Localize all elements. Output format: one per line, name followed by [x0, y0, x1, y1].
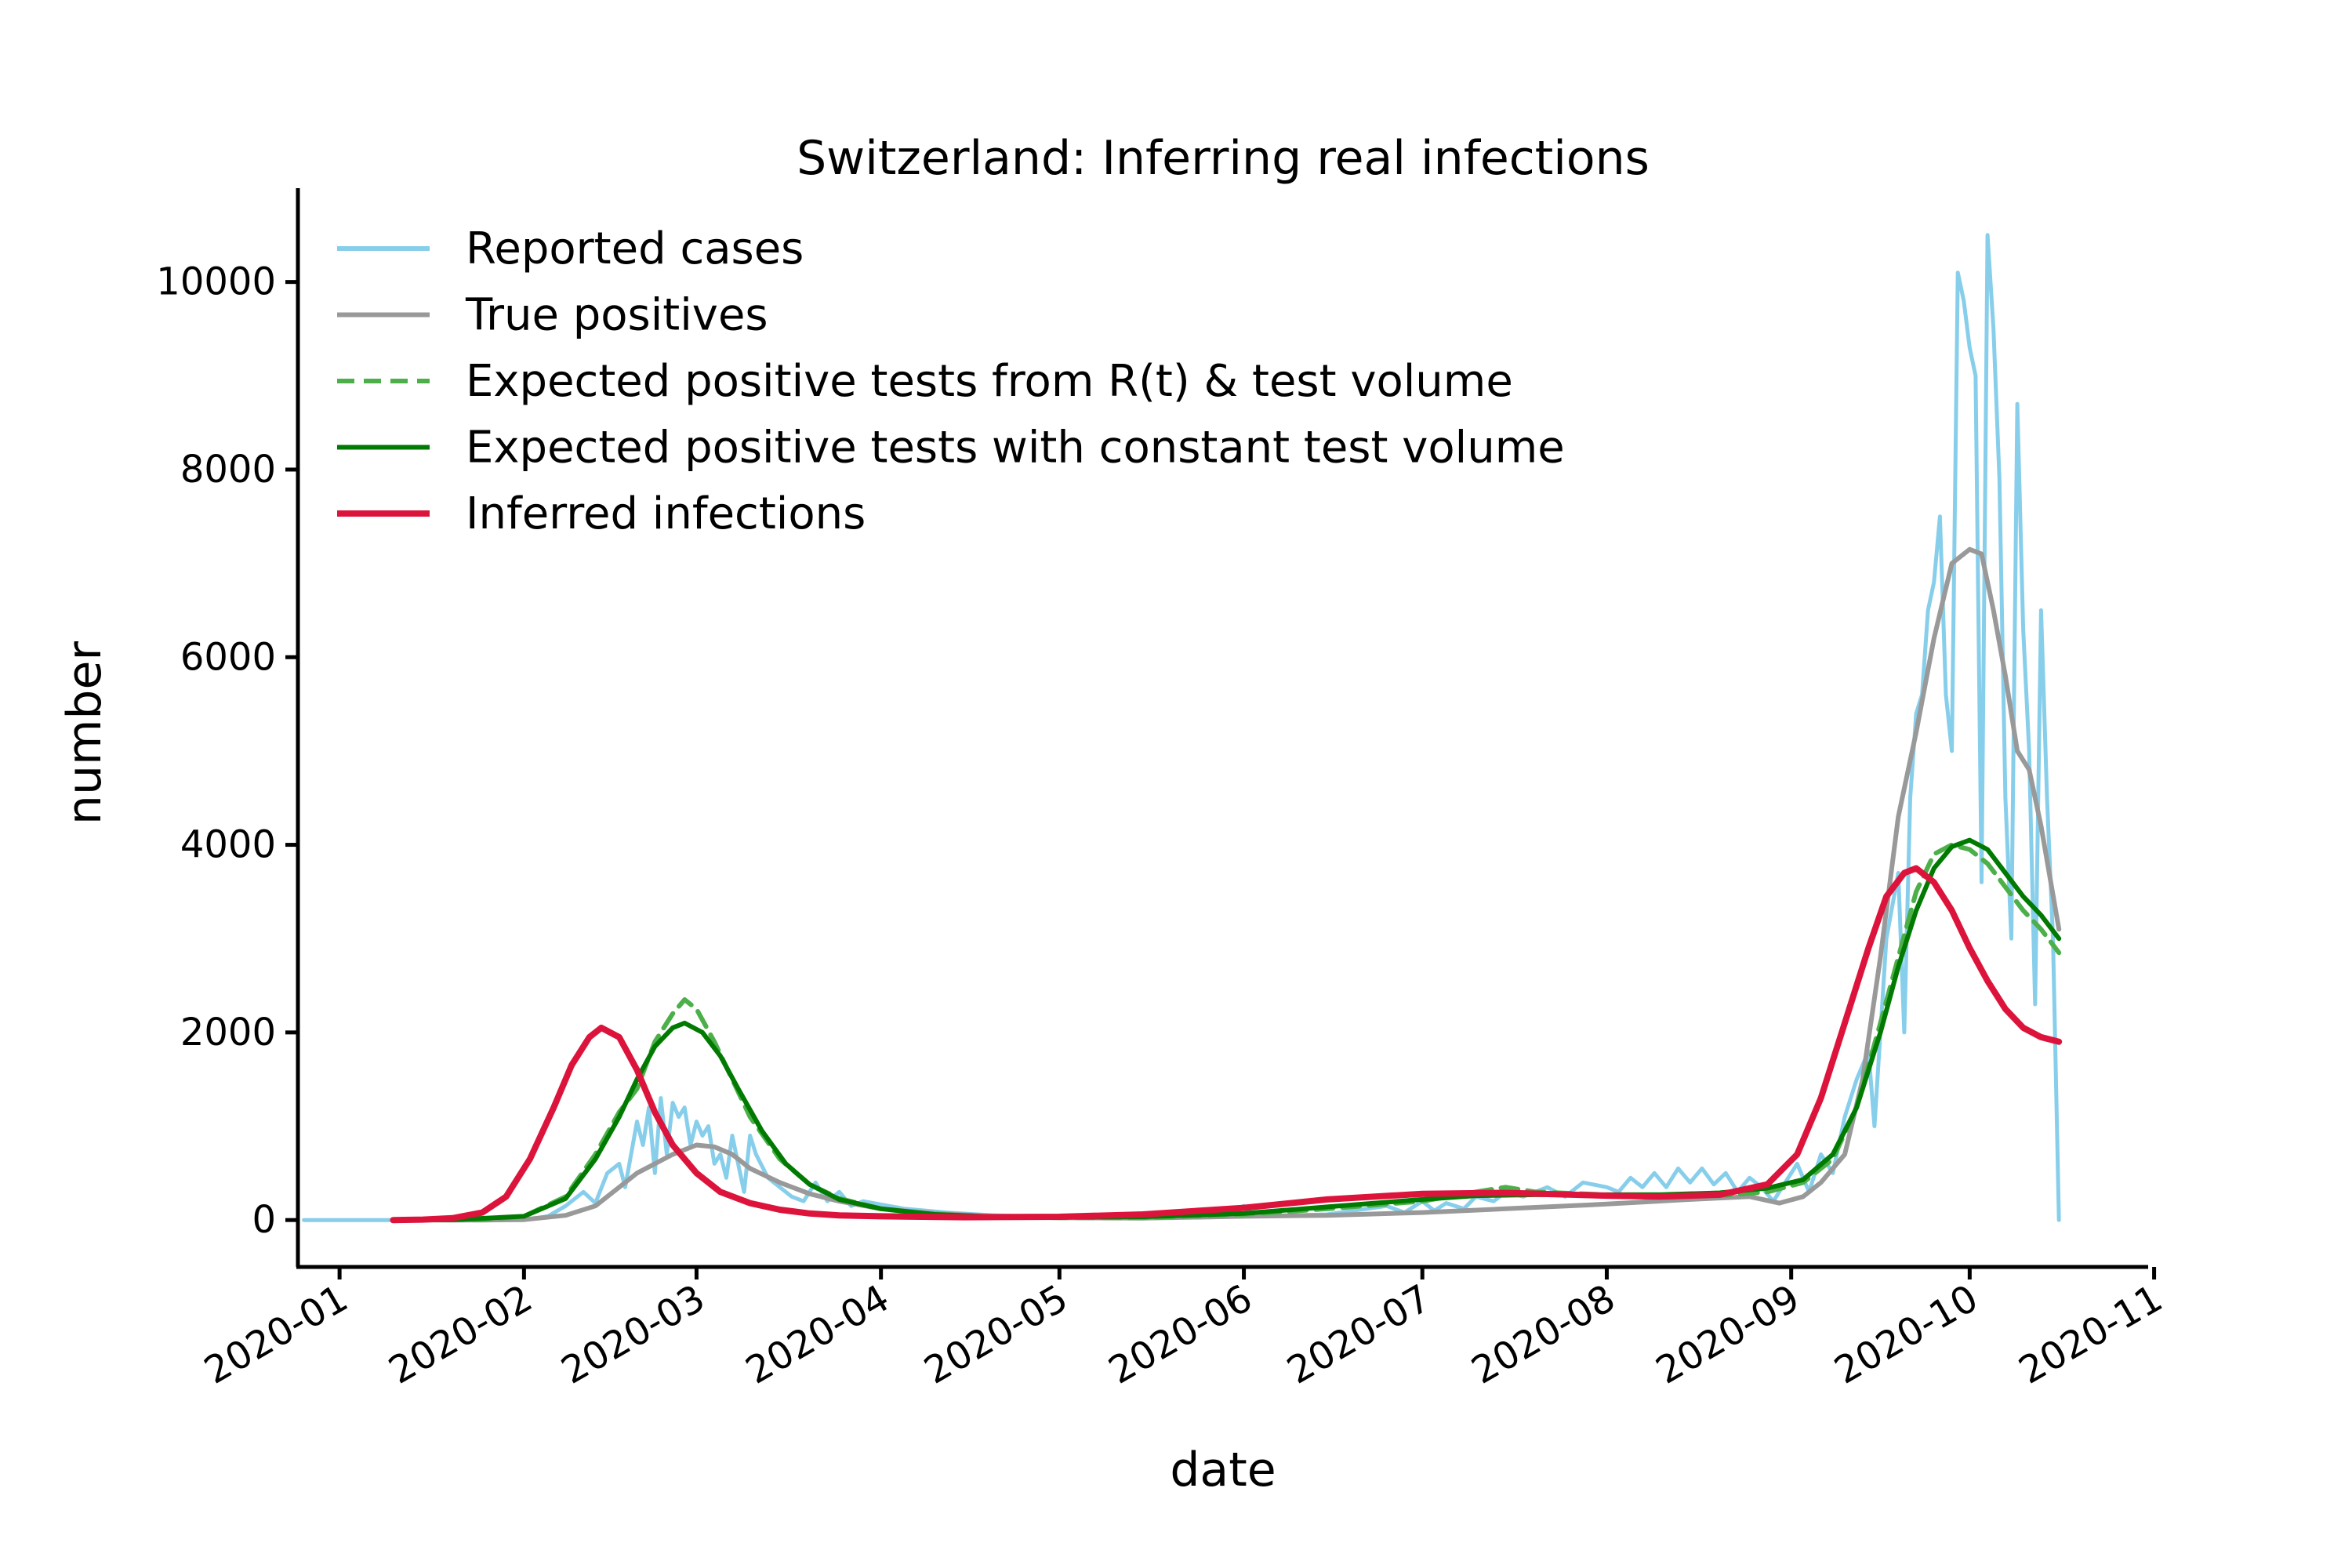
x-tick-label: 2020-01	[197, 1276, 355, 1393]
y-tick-label: 0	[252, 1198, 276, 1242]
x-tick-label: 2020-06	[1102, 1276, 1260, 1393]
legend-label: Inferred infections	[466, 488, 866, 539]
legend-label: Expected positive tests with constant te…	[466, 423, 1565, 474]
x-tick-label: 2020-07	[1280, 1276, 1439, 1393]
x-tick-label: 2020-02	[382, 1276, 540, 1393]
x-tick-label: 2020-10	[1828, 1276, 1986, 1393]
y-tick-label: 4000	[180, 823, 276, 867]
chart-title: Switzerland: Inferring real infections	[797, 131, 1650, 186]
y-axis: 0 2000 4000 6000 8000 10000	[156, 188, 300, 1267]
x-axis-label: date	[1170, 1443, 1276, 1497]
x-tick-label: 2020-03	[554, 1276, 713, 1393]
y-tick-label: 10000	[156, 260, 276, 304]
series-line-5	[390, 865, 2063, 1224]
y-tick-label: 6000	[180, 635, 276, 679]
series-line-1	[302, 233, 2061, 1222]
x-tick-label: 2020-11	[2012, 1276, 2170, 1393]
series-line-4	[390, 837, 2062, 1223]
y-ticks: 0 2000 4000 6000 8000 10000	[156, 260, 298, 1242]
x-tick-label: 2020-05	[917, 1276, 1076, 1393]
x-tick-label: 2020-08	[1465, 1276, 1623, 1393]
series-layer	[302, 233, 2063, 1224]
x-tick-label: 2020-09	[1649, 1276, 1807, 1393]
legend: Reported cases True positives Expected pos…	[337, 223, 1565, 539]
legend-label: Expected positive tests from R(t) & test…	[466, 356, 1513, 407]
legend-label: True positives	[465, 290, 768, 341]
plot-area	[302, 233, 2063, 1224]
y-axis-label: number	[57, 641, 112, 826]
series-line-2	[390, 546, 2062, 1223]
y-tick-label: 8000	[180, 448, 276, 492]
legend-label: Reported cases	[466, 223, 804, 274]
x-tick-label: 2020-04	[739, 1276, 897, 1393]
series-line-3	[390, 842, 2062, 1223]
x-axis: 2020-01 2020-02 2020-03 2020-04 2020-05 2020-…	[197, 1265, 2170, 1393]
y-tick-label: 2000	[180, 1011, 276, 1054]
x-ticks: 2020-01 2020-02 2020-03 2020-04 2020-05 2020-…	[197, 1267, 2170, 1393]
